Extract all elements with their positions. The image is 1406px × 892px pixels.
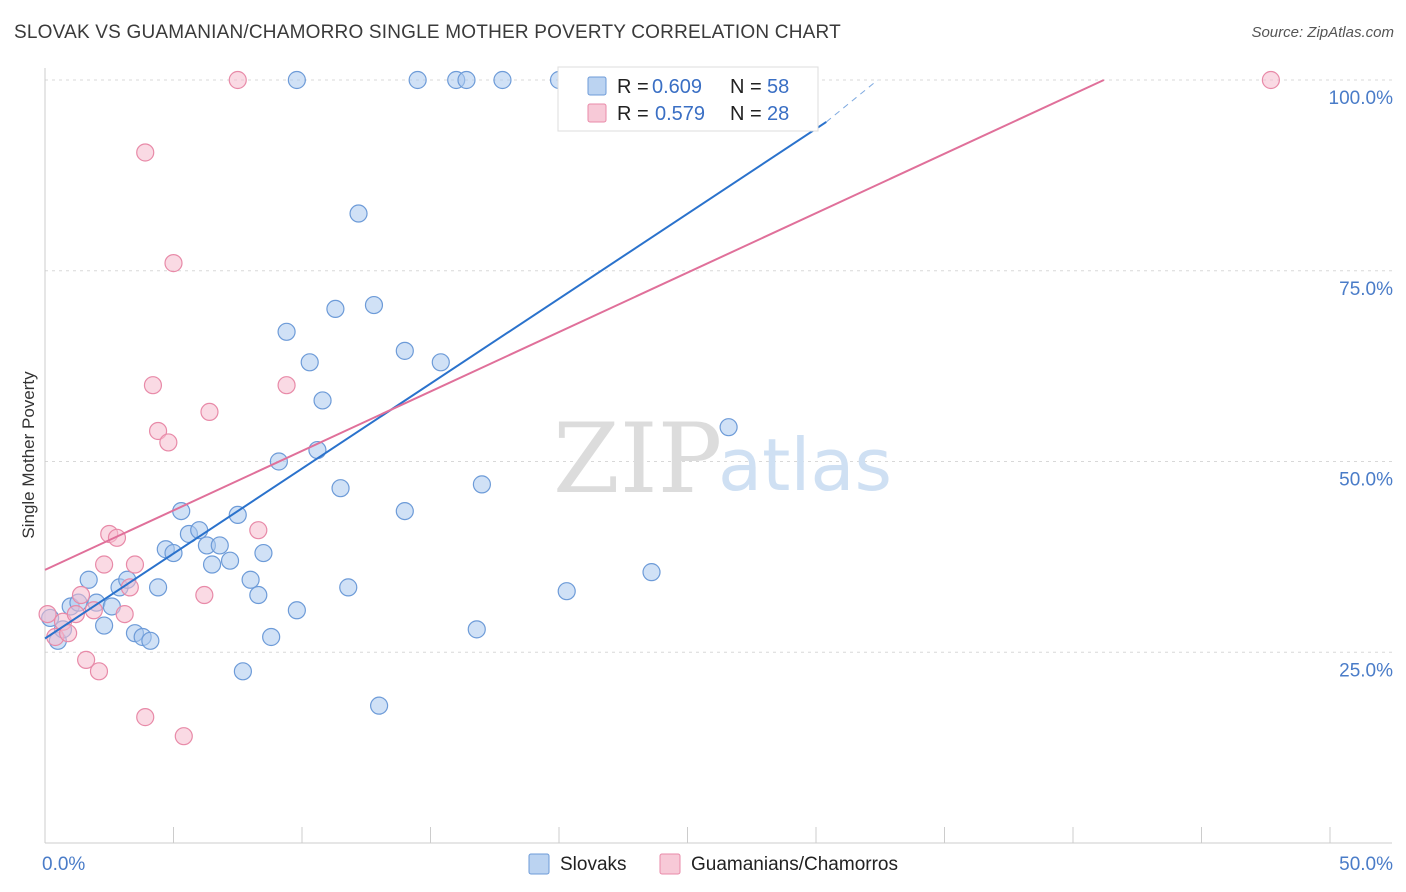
legend-r-label-guamanians: R = (617, 103, 649, 125)
slovaks-point-29 (262, 627, 281, 647)
slovaks-point-26 (241, 570, 260, 589)
guamanians-point-4 (66, 604, 85, 624)
slovaks-point-42 (370, 696, 389, 715)
bottom-legend-swatch-slovaks (528, 853, 550, 875)
slovaks-point-24 (228, 505, 247, 525)
legend-box: R = 0.609 N = 58 R = 0.579 N = 28 (557, 66, 819, 132)
guamanians-point-15 (136, 708, 155, 727)
slovaks-points (41, 70, 738, 715)
y-tick-labels: 25.0% 50.0% 75.0% 100.0% (1329, 88, 1394, 681)
legend-n-label-guamanians: N = (730, 103, 762, 125)
slovaks-point-53 (557, 582, 576, 601)
slovaks-point-7 (95, 616, 114, 635)
guamanians-point-16 (136, 143, 155, 162)
guamanians-point-14 (125, 555, 145, 574)
legend-n-value-guamanians: 28 (767, 103, 789, 125)
slovaks-point-46 (431, 353, 450, 372)
slovaks-point-39 (339, 578, 358, 597)
slovaks-point-45 (408, 70, 427, 90)
slovaks-point-41 (364, 295, 384, 315)
guamanians-point-0 (38, 604, 57, 624)
guamanians-point-26 (277, 376, 296, 395)
guamanians-point-21 (174, 727, 193, 746)
slovaks-point-37 (326, 299, 345, 318)
guamanians-point-22 (195, 585, 214, 605)
x-tick-label-1: 50.0% (1339, 854, 1393, 875)
y-tick-label-0: 25.0% (1339, 660, 1393, 681)
legend-r-value-slovaks: 0.609 (652, 76, 702, 98)
y-tick-label-3: 100.0% (1329, 88, 1394, 109)
slovaks-trend-line (44, 121, 827, 640)
watermark-atlas: atlas (718, 423, 892, 507)
slovaks-point-21 (202, 555, 222, 574)
guamanians-point-6 (77, 650, 96, 669)
guamanians-point-19 (159, 433, 178, 452)
bottom-legend: Slovaks Guamanians/Chamorros (528, 853, 898, 875)
slovaks-point-14 (148, 578, 168, 597)
watermark: ZIP atlas (553, 403, 892, 515)
guamanians-point-12 (115, 604, 134, 624)
guamanians-point-5 (71, 585, 91, 605)
slovaks-point-55 (642, 563, 661, 582)
slovaks-trend-extension (825, 79, 878, 123)
chart-title: SLOVAK VS GUAMANIAN/CHAMORRO SINGLE MOTH… (14, 22, 841, 43)
source-credit: Source: ZipAtlas.com (1251, 24, 1394, 41)
guamanians-point-20 (164, 254, 183, 273)
guamanians-point-24 (228, 70, 247, 90)
slovaks-point-25 (233, 662, 252, 681)
y-axis-label: Single Mother Poverty (19, 371, 38, 539)
slovaks-point-31 (277, 322, 296, 341)
slovaks-point-32 (287, 70, 306, 90)
y-tick-label-1: 50.0% (1339, 470, 1393, 491)
guamanians-point-25 (249, 521, 268, 540)
guamanians-point-3 (59, 624, 78, 643)
guamanians-point-18 (148, 421, 168, 441)
watermark-zip: ZIP (553, 403, 722, 515)
y-tick-label-2: 75.0% (1339, 279, 1393, 300)
guamanians-point-17 (143, 376, 163, 395)
legend-n-label-slovaks: N = (730, 76, 762, 98)
slovaks-point-44 (395, 501, 414, 521)
guamanians-trend-line (44, 79, 1105, 571)
legend-r-value-guamanians: 0.579 (655, 103, 705, 125)
legend-n-value-slovaks: 58 (767, 76, 789, 98)
bottom-legend-label-guamanians: Guamanians/Chamorros (691, 854, 898, 875)
guamanians-point-8 (89, 662, 109, 681)
slovaks-point-49 (467, 620, 486, 639)
bottom-legend-swatch-guamanians (659, 853, 681, 875)
legend-swatch-slovaks (587, 76, 607, 96)
slovaks-point-40 (349, 204, 368, 223)
trend-lines (44, 79, 1105, 640)
slovaks-point-38 (331, 479, 350, 498)
slovaks-point-33 (287, 601, 306, 620)
bottom-legend-label-slovaks: Slovaks (560, 854, 627, 875)
guamanians-point-27 (1261, 70, 1280, 90)
guamanians-point-7 (84, 601, 103, 620)
slovaks-point-36 (313, 391, 332, 410)
guamanians-point-9 (95, 555, 114, 574)
x-tick-label-0: 0.0% (42, 854, 85, 875)
slovaks-point-5 (79, 570, 98, 589)
slovaks-point-27 (249, 585, 268, 605)
x-tick-labels: 0.0% 50.0% (42, 854, 1393, 875)
axes (44, 68, 1392, 844)
slovaks-point-50 (472, 475, 491, 494)
grid-lines (45, 79, 1392, 653)
slovaks-point-22 (210, 536, 229, 555)
guamanians-point-23 (200, 402, 219, 422)
slovaks-point-23 (220, 551, 240, 570)
slovaks-point-51 (493, 70, 512, 90)
slovaks-point-57 (719, 418, 738, 437)
slovaks-point-28 (254, 543, 273, 563)
legend-swatch-guamanians (587, 103, 607, 123)
legend-r-label-slovaks: R = (617, 76, 649, 98)
slovaks-point-43 (395, 341, 414, 360)
slovaks-point-34 (300, 353, 319, 372)
slovaks-point-13 (141, 631, 160, 650)
slovaks-point-48 (457, 70, 476, 90)
guamanians-point-11 (107, 528, 127, 547)
guamanians-points (38, 70, 1280, 746)
